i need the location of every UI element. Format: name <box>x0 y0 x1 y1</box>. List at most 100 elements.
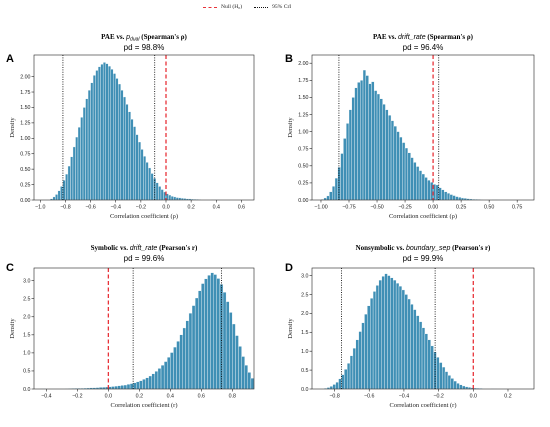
histogram-bar <box>130 118 134 201</box>
bars <box>50 62 219 201</box>
histogram-bar <box>375 285 380 390</box>
dashed-line-icon <box>203 6 217 8</box>
histogram-bar <box>142 379 146 390</box>
x-tick-label: −0.4 <box>41 394 52 400</box>
histogram-bar <box>138 141 142 201</box>
histogram-bar <box>390 120 395 201</box>
histogram-bar <box>117 385 121 390</box>
y-tick-label: 1.50 <box>20 105 30 111</box>
histogram-bar <box>393 279 397 390</box>
histogram-bar <box>372 291 377 390</box>
histogram-bar <box>348 109 352 201</box>
x-axis-label: Correlation coefficient (ρ) <box>389 213 457 220</box>
histogram-bar <box>413 309 417 390</box>
x-tick-label: 0.25 <box>456 205 466 211</box>
y-tick-label: 0.50 <box>298 164 308 170</box>
histogram-bar <box>444 191 448 201</box>
plot-frame <box>311 54 535 201</box>
y-tick-label: 1.25 <box>20 121 30 127</box>
histogram-bar <box>421 173 425 201</box>
histogram-bar <box>439 362 443 390</box>
chart-title: PAE vs. pdual (Spearman's ρ) <box>101 33 187 43</box>
y-tick-label: 0.0 <box>23 387 30 393</box>
histogram-bar <box>120 89 124 201</box>
histogram-bar <box>340 153 344 201</box>
histogram-bar <box>125 104 129 201</box>
histogram-bar <box>387 275 391 390</box>
histogram-bar <box>458 197 462 201</box>
histogram-bar <box>384 273 388 390</box>
histogram-bar <box>444 371 449 390</box>
histogram-bar <box>168 194 172 201</box>
histogram-bar <box>114 385 118 390</box>
histogram-bar <box>381 276 385 390</box>
x-tick-label: −0.4 <box>399 394 410 400</box>
histogram-bar <box>329 386 333 390</box>
histogram-bar <box>160 364 165 390</box>
x-tick-label: −0.4 <box>110 205 121 211</box>
histogram-bar <box>77 127 81 201</box>
histogram-bar <box>334 177 338 201</box>
histogram-bar <box>371 81 375 201</box>
x-tick-label: 0.6 <box>198 394 205 400</box>
x-tick-label: 0.0 <box>162 205 169 211</box>
x-axis-label: Correlation coefficient (ρ) <box>110 213 178 220</box>
y-tick-label: 2.00 <box>20 74 30 80</box>
histogram-bar <box>107 65 111 201</box>
figure-legend: Null (H₀) 95% CrI <box>203 0 353 14</box>
histogram-bar <box>185 320 190 390</box>
x-tick-label: 0.00 <box>428 205 438 211</box>
histogram-bar <box>453 380 457 390</box>
histogram-bar <box>365 75 369 201</box>
histogram-bar <box>344 369 348 390</box>
x-tick-label: −0.2 <box>136 205 147 211</box>
histogram-bar <box>163 361 168 390</box>
histogram-bar <box>52 196 56 201</box>
histogram-bar <box>241 356 245 390</box>
y-tick-label: 0.25 <box>298 181 308 187</box>
histogram-bar <box>378 279 382 390</box>
histogram-bar <box>449 194 453 201</box>
y-tick-label: 1.0 <box>23 351 30 357</box>
histogram-bar <box>178 197 182 201</box>
histogram-bar <box>65 173 69 201</box>
legend-null-label: Null (H₀) <box>221 4 243 10</box>
y-tick-label: 0.75 <box>298 147 308 153</box>
histogram-bar <box>72 146 76 201</box>
histogram-bar <box>173 196 177 201</box>
x-axis-label: Correlation coefficient (r) <box>389 402 456 409</box>
histogram-bar <box>55 194 59 201</box>
histogram-bar <box>335 382 339 390</box>
chart-panel-d: D Nonsymbolic vs. boundary_sep (Pearson's… <box>285 244 535 409</box>
histogram-bar <box>424 333 428 390</box>
histogram-bar <box>182 327 187 390</box>
histogram-bar <box>401 289 405 390</box>
histogram-bar <box>136 381 140 390</box>
panel-label: C <box>6 262 14 274</box>
x-tick-label: 0.6 <box>238 205 245 211</box>
histogram-bar <box>368 83 372 201</box>
y-tick-label: 0.5 <box>23 369 30 375</box>
y-tick-label: 1.25 <box>298 112 308 118</box>
histogram-bar <box>154 371 159 390</box>
histogram-bar <box>390 277 394 390</box>
histogram-bar <box>413 162 417 201</box>
histogram-bar <box>465 386 469 390</box>
histogram-bar <box>129 383 134 390</box>
histogram-bar <box>97 66 101 201</box>
histogram-bar <box>399 136 403 201</box>
histogram-bar <box>102 62 106 201</box>
histogram-bar <box>148 167 152 201</box>
y-axis-label: Density <box>287 318 294 339</box>
chart-title: Symbolic vs. drift_rate (Pearson's r) <box>91 244 198 252</box>
title-variable: drift_rate <box>130 245 158 252</box>
histogram-bar <box>410 304 414 390</box>
title-text: Nonsymbolic vs. <box>356 244 406 252</box>
histogram-bar <box>167 357 171 390</box>
chart-panel-c: C Symbolic vs. drift_rate (Pearson's r) pd… <box>6 244 255 409</box>
histogram-bar <box>87 89 91 201</box>
y-tick-label: 2.0 <box>23 315 30 321</box>
title-text: PAE vs. <box>373 33 398 41</box>
